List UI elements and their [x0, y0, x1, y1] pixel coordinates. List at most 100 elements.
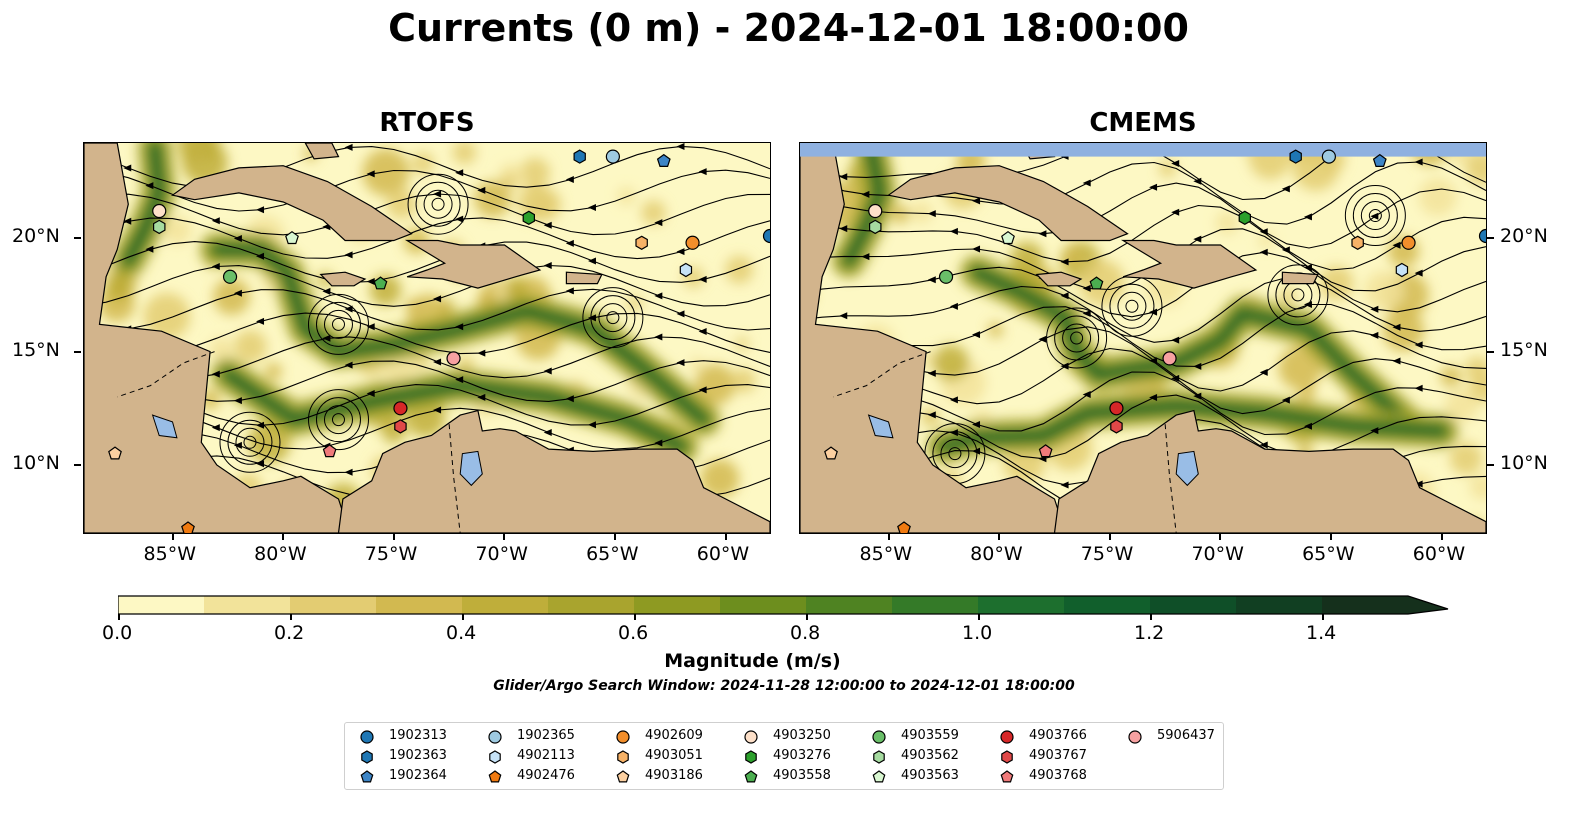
lon-tick-label: 60°W	[696, 543, 750, 565]
float-marker-4903186	[824, 446, 838, 460]
lon-tick-label: 80°W	[970, 543, 1023, 565]
legend-label: 4903276	[773, 748, 831, 763]
colorbar-segment	[548, 596, 635, 614]
tick-mark	[171, 533, 174, 540]
land-centralam	[800, 143, 1067, 533]
tick-mark	[282, 533, 285, 540]
circle-marker-icon	[488, 730, 502, 744]
legend-marker-1902313	[360, 730, 374, 744]
panel-title-cmems: CMEMS	[1089, 108, 1197, 138]
lat-tick-label: 10°N	[1500, 451, 1548, 474]
float-marker-4903562	[868, 219, 882, 235]
colorbar-segment	[204, 596, 291, 614]
colorbar-tick-label: 1.2	[1134, 622, 1165, 644]
tick-mark	[724, 533, 727, 540]
map-svg-cmems	[800, 143, 1486, 533]
pentagon-marker-icon	[616, 770, 630, 783]
float-marker-1902365	[1321, 149, 1336, 164]
colorbar-segment	[290, 596, 377, 614]
legend-marker-4903563	[872, 770, 886, 783]
lat-tick-label: 15°N	[12, 338, 60, 361]
colorbar-tick-mark	[1322, 614, 1324, 620]
tick-mark	[1487, 463, 1494, 466]
legend-marker-4902609	[616, 730, 630, 744]
land-cuba	[887, 165, 1129, 242]
legend-label: 4902476	[517, 768, 575, 783]
tick-mark	[998, 533, 1001, 540]
hexagon-marker-icon	[1001, 750, 1013, 764]
float-marker-4903186	[108, 446, 122, 460]
colorbar-tick-mark	[1150, 614, 1152, 620]
legend-marker-4903767	[1001, 750, 1013, 764]
float-marker-4903250	[868, 203, 883, 219]
hexagon-marker-icon	[745, 750, 757, 764]
map-panel-rtofs	[83, 142, 771, 534]
hexagon-marker-icon	[361, 750, 373, 764]
float-legend: 1902313 1902363 1902364 1902365 4902113 49024…	[344, 722, 1224, 790]
colorbar-segment	[892, 596, 979, 614]
land-southam	[1053, 409, 1486, 533]
panel-title-rtofs: RTOFS	[379, 108, 475, 138]
legend-marker-4903558	[744, 770, 758, 783]
legend-label: 1902363	[389, 748, 447, 763]
land-puertorico	[1281, 271, 1319, 285]
tick-mark	[1487, 350, 1494, 353]
legend-marker-1902363	[361, 750, 373, 764]
land-jamaica	[1035, 271, 1083, 287]
colorbar-outline	[117, 595, 1449, 615]
float-marker-4902113	[679, 262, 693, 278]
border-line	[117, 351, 215, 398]
tick-mark	[887, 533, 890, 540]
colorbar-tick-label: 1.4	[1306, 622, 1337, 644]
legend-marker-4902113	[489, 750, 501, 764]
lake-nicaragua	[867, 414, 894, 439]
legend-marker-5906437	[1128, 730, 1142, 744]
float-marker-4903559	[938, 269, 954, 284]
pentagon-marker-icon	[872, 770, 886, 783]
border-line	[1164, 424, 1177, 533]
float-marker-4902476	[897, 521, 911, 533]
legend-marker-4903766	[1000, 730, 1014, 744]
float-marker-1902365	[605, 149, 620, 164]
float-marker-1902363	[1289, 149, 1302, 164]
hexagon-marker-icon	[617, 750, 629, 764]
legend-label: 4903563	[901, 768, 959, 783]
float-marker-4903563	[1001, 230, 1015, 245]
legend-label: 1902313	[389, 728, 447, 743]
border-line	[448, 424, 461, 533]
legend-label: 4902113	[517, 748, 575, 763]
land-southam	[337, 409, 770, 533]
colorbar-segment	[806, 596, 893, 614]
tick-mark	[1440, 533, 1443, 540]
float-marker-4903562	[152, 219, 166, 235]
legend-label: 4903250	[773, 728, 831, 743]
colorbar-segment	[1064, 596, 1151, 614]
colorbar-tick-label: 0.2	[274, 622, 305, 644]
lake-nicaragua	[151, 414, 178, 439]
tick-mark	[1330, 533, 1333, 540]
legend-marker-4903562	[873, 750, 885, 764]
float-marker-4902609	[685, 235, 700, 250]
colorbar-tick-mark	[806, 614, 808, 620]
pentagon-marker-icon	[360, 770, 374, 783]
float-marker-1902364	[656, 153, 671, 167]
lon-tick-label: 60°W	[1412, 543, 1466, 565]
colorbar-tick-label: 1.0	[962, 622, 993, 644]
colorbar-tick-mark	[290, 614, 292, 620]
colorbar-tick-mark	[634, 614, 636, 620]
legend-label: 4903767	[1029, 748, 1087, 763]
legend-label: 4903051	[645, 748, 703, 763]
legend-label: 4903559	[901, 728, 959, 743]
pentagon-marker-icon	[1000, 770, 1014, 783]
circle-marker-icon	[872, 730, 886, 744]
float-marker-4903563	[285, 230, 299, 245]
float-marker-5906437	[446, 351, 461, 366]
legend-label: 4903766	[1029, 728, 1087, 743]
float-marker-4902609	[1401, 235, 1416, 250]
lon-tick-label: 75°W	[364, 543, 418, 565]
tick-mark	[1487, 237, 1494, 240]
colorbar-tick-label: 0.6	[618, 622, 649, 644]
lon-tick-label: 70°W	[1191, 543, 1244, 565]
land-cuba	[171, 165, 413, 242]
lake-maracaibo	[459, 450, 483, 487]
